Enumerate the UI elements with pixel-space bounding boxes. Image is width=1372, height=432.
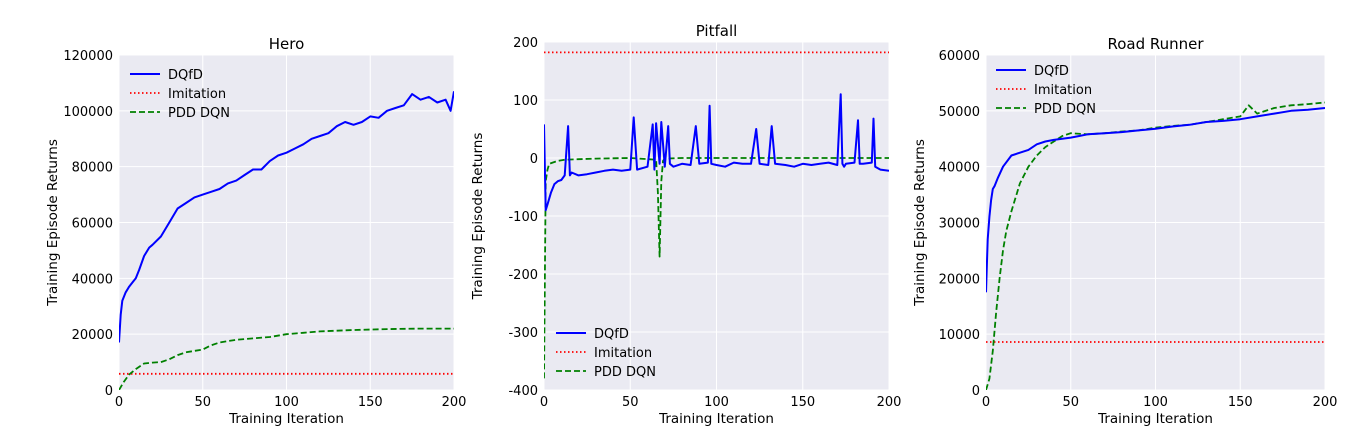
- series-group: [986, 101, 1325, 390]
- legend-label: PDD DQN: [1034, 102, 1096, 117]
- series-line-pdd-dqn: [119, 327, 454, 390]
- panel-road-runner: 0 50 100 150 200 0 10000 20000 30000 40000 50000 60…: [912, 35, 1337, 427]
- y-tick-label: 0: [972, 384, 980, 399]
- y-tick-label: 100: [513, 94, 538, 109]
- x-tick-label: 50: [1062, 395, 1079, 410]
- y-tick-label: 80000: [72, 161, 113, 176]
- y-tick-label: 30000: [939, 217, 980, 232]
- x-axis-label: Training Iteration: [1097, 411, 1213, 427]
- legend-label: Imitation: [1034, 83, 1092, 98]
- x-tick-label: 50: [194, 395, 211, 410]
- x-tick-label: 50: [622, 395, 639, 410]
- y-axis-label: Training Episode Returns: [912, 139, 928, 307]
- panel-pitfall: 0 50 100 150 200 -400 -300 -200 -100 0 100 200 Pitfa…: [470, 22, 901, 427]
- panel-hero: 0 50 100 150 200 0 20000 40000 60000 80000 100000 1…: [45, 35, 466, 427]
- legend: DQfD Imitation PDD DQN: [996, 64, 1096, 117]
- x-tick-label: 100: [1143, 395, 1168, 410]
- x-tick-label: 200: [442, 395, 467, 410]
- y-tick-label: 60000: [72, 217, 113, 232]
- legend-label: DQfD: [168, 68, 203, 83]
- x-axis-label: Training Iteration: [228, 411, 344, 427]
- y-tick-label: 10000: [939, 328, 980, 343]
- x-axis-label: Training Iteration: [658, 411, 774, 427]
- legend-label: Imitation: [168, 87, 226, 102]
- series-line-dqfd: [986, 107, 1325, 293]
- y-tick-label: 20000: [939, 272, 980, 287]
- legend: DQfD Imitation PDD DQN: [556, 327, 656, 380]
- legend: DQfD Imitation PDD DQN: [130, 68, 230, 121]
- series-line-dqfd: [119, 91, 454, 343]
- x-tick-label: 0: [115, 395, 123, 410]
- x-tick-label: 200: [877, 395, 902, 410]
- y-tick-label: 50000: [939, 105, 980, 120]
- y-tick-label: 60000: [939, 49, 980, 64]
- y-tick-label: -200: [508, 268, 538, 283]
- x-tick-label: 150: [358, 395, 383, 410]
- x-tick-label: 100: [704, 395, 729, 410]
- y-tick-label: -300: [508, 326, 538, 341]
- x-tick-label: 100: [274, 395, 299, 410]
- series-line-dqfd: [544, 93, 889, 212]
- y-tick-label: 0: [105, 384, 113, 399]
- y-tick-label: 100000: [63, 105, 113, 120]
- y-axis-label: Training Episode Returns: [45, 139, 61, 307]
- chart-title: Road Runner: [1107, 35, 1204, 53]
- series-line-pdd-dqn: [986, 101, 1325, 390]
- legend-label: Imitation: [594, 346, 652, 361]
- y-tick-label: 40000: [939, 161, 980, 176]
- y-tick-label: 0: [530, 152, 538, 167]
- legend-label: DQfD: [594, 327, 629, 342]
- y-axis-label: Training Episode Returns: [470, 133, 486, 301]
- legend-label: PDD DQN: [168, 106, 230, 121]
- x-tick-label: 0: [982, 395, 990, 410]
- x-tick-label: 150: [790, 395, 815, 410]
- x-tick-label: 0: [540, 395, 548, 410]
- series-group: [119, 91, 454, 390]
- legend-label: DQfD: [1034, 64, 1069, 79]
- y-tick-label: -400: [508, 384, 538, 399]
- y-tick-label: 200: [513, 36, 538, 51]
- y-tick-label: 20000: [72, 328, 113, 343]
- x-tick-label: 200: [1313, 395, 1338, 410]
- series-line-pdd-dqn: [544, 157, 889, 379]
- chart-title: Hero: [269, 35, 305, 53]
- y-tick-label: 40000: [72, 272, 113, 287]
- legend-label: PDD DQN: [594, 365, 656, 380]
- y-tick-label: 120000: [63, 49, 113, 64]
- y-tick-label: -100: [508, 210, 538, 225]
- x-tick-label: 150: [1228, 395, 1253, 410]
- chart-title: Pitfall: [696, 22, 738, 40]
- series-group: [544, 51, 889, 379]
